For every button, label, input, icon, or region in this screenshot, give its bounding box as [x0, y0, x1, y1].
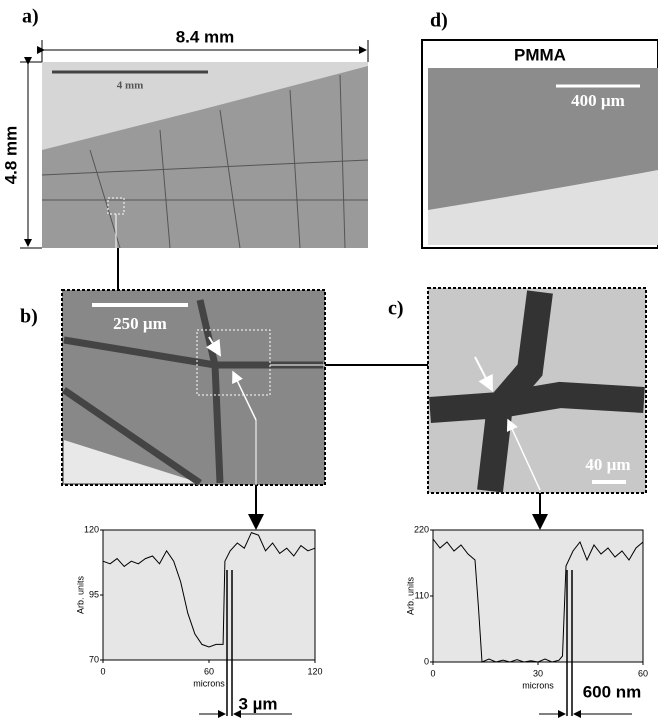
panel-a: 4 mm 8.4 mm 4.8 mm a) [1, 6, 369, 290]
panel-label: c) [388, 298, 404, 320]
y-tick-label: 70 [89, 654, 99, 664]
x-tick-label: 0 [430, 668, 435, 678]
plot-area [102, 529, 316, 661]
panel-title: PMMA [514, 45, 566, 64]
scale-label: 4 mm [117, 80, 144, 92]
panel-label: d) [430, 10, 448, 32]
y-axis-label: Arb. units [75, 575, 85, 614]
data-line [102, 531, 316, 648]
x-tick-label: 30 [533, 668, 543, 678]
scale-label: 400 µm [571, 91, 625, 110]
plot-area [432, 529, 644, 663]
y-tick-label: 0 [424, 656, 429, 666]
y-tick-label: 110 [415, 590, 429, 600]
x-axis-label: microns [193, 678, 225, 688]
x-axis-label: microns [522, 680, 554, 690]
width-label: 8.4 mm [176, 27, 235, 46]
y-tick-label: 220 [414, 524, 429, 534]
panel-c: 40 µm c) [388, 287, 647, 530]
annotation: 600 nm [583, 682, 642, 701]
x-tick-label: 0 [100, 666, 105, 676]
scale-label: 40 µm [585, 455, 630, 474]
panel-label: a) [22, 6, 39, 28]
panel-label: b) [20, 306, 38, 328]
annotation: 3 µm [238, 694, 277, 713]
x-tick-label: 60 [204, 666, 214, 676]
panel-d: PMMA 400 µm d) [421, 10, 658, 249]
scale-label: 250 µm [113, 314, 167, 333]
height-label: 4.8 mm [1, 126, 20, 185]
plots: 70 95 120 0 60 120 microns Arb. units 3 µm 0 110 22… [75, 524, 648, 718]
x-tick-label: 120 [307, 666, 322, 676]
x-tick-label: 60 [638, 668, 648, 678]
y-axis-label: Arb. units [405, 576, 415, 615]
panel-b: 250 µm b) [20, 289, 428, 530]
y-tick-label: 95 [89, 589, 99, 599]
data-line [432, 538, 644, 663]
y-tick-label: 120 [84, 524, 99, 534]
